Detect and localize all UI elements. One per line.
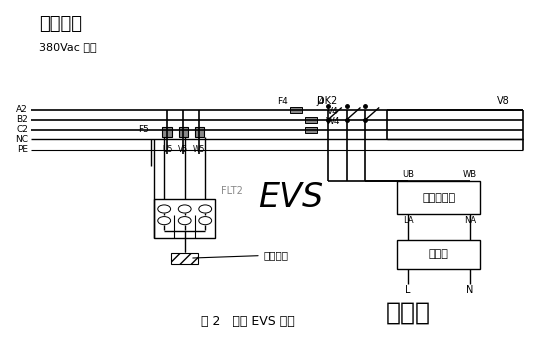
Bar bbox=[291, 107, 302, 113]
Text: L: L bbox=[406, 285, 411, 296]
Text: DK2: DK2 bbox=[317, 96, 337, 106]
Text: LA: LA bbox=[403, 216, 414, 225]
Text: 从电气来: 从电气来 bbox=[39, 15, 82, 33]
Text: F5: F5 bbox=[138, 125, 148, 134]
Text: N: N bbox=[466, 285, 473, 296]
Text: 防雷装置: 防雷装置 bbox=[193, 250, 289, 260]
Text: 到负载: 到负载 bbox=[386, 301, 430, 325]
Text: WB: WB bbox=[463, 170, 477, 179]
Text: 380Vac 三相: 380Vac 三相 bbox=[39, 42, 96, 52]
Text: J4: J4 bbox=[317, 97, 325, 105]
Text: NA: NA bbox=[464, 216, 476, 225]
Text: U5: U5 bbox=[162, 145, 173, 154]
Text: V8: V8 bbox=[497, 96, 509, 106]
Bar bbox=[171, 253, 198, 264]
Bar bbox=[195, 127, 204, 137]
Text: B2: B2 bbox=[16, 115, 28, 124]
Bar bbox=[162, 127, 172, 137]
Bar bbox=[179, 127, 188, 137]
Bar bbox=[154, 199, 216, 238]
Text: 图 2   单路 EVS 供电: 图 2 单路 EVS 供电 bbox=[201, 315, 294, 328]
Text: PE: PE bbox=[17, 145, 28, 154]
Text: V4: V4 bbox=[327, 107, 338, 116]
Text: W4: W4 bbox=[325, 117, 340, 126]
Bar bbox=[305, 127, 317, 133]
Text: NC: NC bbox=[15, 135, 28, 144]
Text: A2: A2 bbox=[16, 105, 28, 114]
Text: V5: V5 bbox=[178, 145, 188, 154]
Bar bbox=[305, 117, 317, 123]
Text: EVS: EVS bbox=[258, 181, 323, 214]
Bar bbox=[398, 181, 480, 214]
Text: FLT2: FLT2 bbox=[221, 186, 243, 196]
Bar bbox=[398, 240, 480, 269]
Text: 稳压器: 稳压器 bbox=[429, 249, 449, 259]
Text: F4: F4 bbox=[277, 97, 288, 105]
Text: C2: C2 bbox=[16, 125, 28, 134]
Text: UB: UB bbox=[402, 170, 414, 179]
Text: 隔离变压器: 隔离变压器 bbox=[422, 193, 456, 203]
Text: W5: W5 bbox=[193, 145, 206, 154]
